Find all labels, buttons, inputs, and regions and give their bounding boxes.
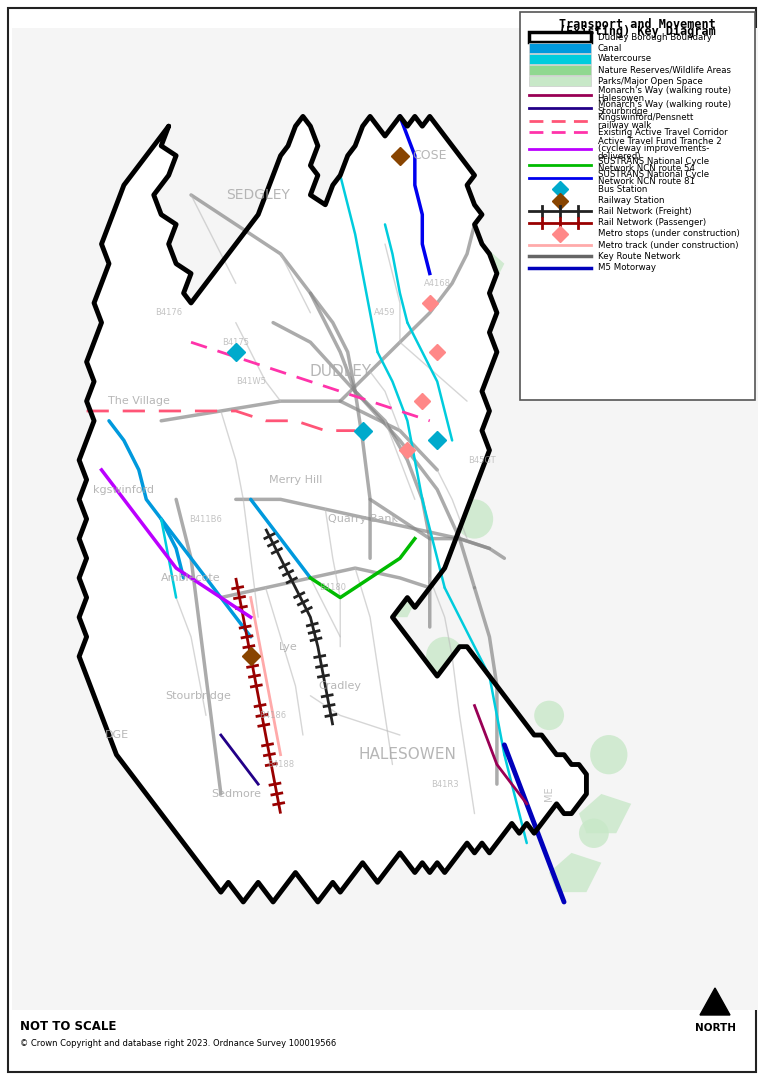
Text: Stourbridge: Stourbridge xyxy=(597,108,649,117)
Text: NOT TO SCALE: NOT TO SCALE xyxy=(20,1020,116,1032)
Text: Watercourse: Watercourse xyxy=(597,54,652,64)
Text: B4180: B4180 xyxy=(319,583,346,592)
Text: Network NCN route 81: Network NCN route 81 xyxy=(597,177,694,187)
Polygon shape xyxy=(79,117,587,902)
Ellipse shape xyxy=(258,524,288,553)
Text: Stourbridge: Stourbridge xyxy=(166,691,231,701)
Polygon shape xyxy=(206,342,258,381)
Text: Transport and Movement: Transport and Movement xyxy=(559,18,716,31)
Text: Metro stops (under construction): Metro stops (under construction) xyxy=(597,229,740,239)
Text: (Existing) Key Diagram: (Existing) Key Diagram xyxy=(559,25,716,38)
Text: COSE: COSE xyxy=(413,149,447,162)
Ellipse shape xyxy=(329,362,367,401)
Text: Rail Network (Passenger): Rail Network (Passenger) xyxy=(597,218,706,227)
Text: Nature Reserves/Wildlife Areas: Nature Reserves/Wildlife Areas xyxy=(597,65,730,75)
Ellipse shape xyxy=(579,819,609,848)
Text: Monarch's Way (walking route): Monarch's Way (walking route) xyxy=(597,86,730,95)
Text: B41W5: B41W5 xyxy=(236,377,266,386)
Text: NORTH: NORTH xyxy=(694,1023,736,1032)
Text: A4168: A4168 xyxy=(424,279,451,288)
Polygon shape xyxy=(251,460,303,499)
Text: (cycleway improvements-: (cycleway improvements- xyxy=(597,144,709,153)
Text: B411B6: B411B6 xyxy=(189,514,222,524)
Text: Network NCN route 54: Network NCN route 54 xyxy=(597,164,694,173)
Text: © Crown Copyright and database right 2023. Ordnance Survey 100019566: © Crown Copyright and database right 202… xyxy=(20,1039,336,1048)
Text: A459: A459 xyxy=(374,308,396,318)
Text: SUSTRANS National Cycle: SUSTRANS National Cycle xyxy=(597,170,709,179)
Ellipse shape xyxy=(206,642,236,671)
Text: Dudley Borough Boundary: Dudley Borough Boundary xyxy=(597,32,711,42)
Polygon shape xyxy=(191,657,243,696)
Ellipse shape xyxy=(456,499,494,539)
Text: Quarry Bank: Quarry Bank xyxy=(328,514,397,524)
Polygon shape xyxy=(422,421,474,470)
Text: Canal: Canal xyxy=(597,44,622,53)
Polygon shape xyxy=(370,578,422,617)
Ellipse shape xyxy=(426,637,463,676)
Bar xyxy=(529,43,591,54)
Text: B4176: B4176 xyxy=(155,308,183,318)
Ellipse shape xyxy=(534,701,564,730)
Polygon shape xyxy=(146,539,199,578)
FancyBboxPatch shape xyxy=(529,32,591,42)
Ellipse shape xyxy=(411,384,448,418)
Polygon shape xyxy=(460,244,504,293)
Polygon shape xyxy=(385,225,430,273)
Text: DUDLEY: DUDLEY xyxy=(309,364,371,379)
Text: Parks/Major Open Space: Parks/Major Open Space xyxy=(597,77,702,85)
Text: Existing Active Travel Corridor: Existing Active Travel Corridor xyxy=(597,127,727,137)
Bar xyxy=(520,12,755,400)
Polygon shape xyxy=(430,676,482,715)
Text: B4188: B4188 xyxy=(267,760,294,769)
Text: DGE: DGE xyxy=(105,730,128,740)
Text: SUSTRANS National Cycle: SUSTRANS National Cycle xyxy=(597,157,709,165)
Text: Active Travel Fund Tranche 2: Active Travel Fund Tranche 2 xyxy=(597,136,721,146)
Text: Halesowen: Halesowen xyxy=(597,94,645,103)
Text: Key Route Network: Key Route Network xyxy=(597,252,680,261)
Bar xyxy=(529,54,591,64)
Bar xyxy=(529,65,591,75)
Polygon shape xyxy=(273,225,340,283)
Ellipse shape xyxy=(143,578,180,617)
Ellipse shape xyxy=(370,465,400,495)
Text: Sedmore: Sedmore xyxy=(211,789,261,799)
Text: Amblecote: Amblecote xyxy=(161,572,221,583)
Text: M5 Motorway: M5 Motorway xyxy=(597,264,656,272)
Text: B4186: B4186 xyxy=(260,711,286,720)
Text: Rail Network (Freight): Rail Network (Freight) xyxy=(597,207,691,216)
Ellipse shape xyxy=(590,735,627,774)
Polygon shape xyxy=(700,988,730,1015)
Text: B45GT: B45GT xyxy=(468,456,496,464)
Text: The Village: The Village xyxy=(108,396,170,406)
Text: kgswinford: kgswinford xyxy=(93,485,154,495)
Text: ME: ME xyxy=(544,786,554,801)
Text: Metro track (under construction): Metro track (under construction) xyxy=(597,241,738,249)
Text: Merry Hill: Merry Hill xyxy=(269,475,322,485)
Ellipse shape xyxy=(445,288,474,318)
Polygon shape xyxy=(520,755,571,794)
Ellipse shape xyxy=(310,445,340,475)
Bar xyxy=(529,76,591,86)
Polygon shape xyxy=(340,381,393,421)
Text: Monarch's Way (walking route): Monarch's Way (walking route) xyxy=(597,100,730,109)
Text: Bus Station: Bus Station xyxy=(597,185,647,193)
Ellipse shape xyxy=(206,306,236,340)
Text: HALESOWEN: HALESOWEN xyxy=(358,747,456,762)
Ellipse shape xyxy=(381,244,419,283)
Ellipse shape xyxy=(273,239,318,288)
Text: Railway Station: Railway Station xyxy=(597,197,664,205)
Text: delivered): delivered) xyxy=(597,151,641,161)
Text: railway walk: railway walk xyxy=(597,121,651,130)
Text: Cradley: Cradley xyxy=(319,681,361,691)
Ellipse shape xyxy=(221,406,251,435)
Text: B41R3: B41R3 xyxy=(431,780,458,788)
Text: Kingswinford/Pensnett: Kingswinford/Pensnett xyxy=(597,113,694,122)
Text: Lye: Lye xyxy=(279,642,297,651)
Polygon shape xyxy=(579,794,631,834)
Text: SEDGLEY: SEDGLEY xyxy=(226,188,290,202)
Ellipse shape xyxy=(516,774,553,813)
Polygon shape xyxy=(549,853,601,892)
Text: B4175: B4175 xyxy=(222,338,249,347)
